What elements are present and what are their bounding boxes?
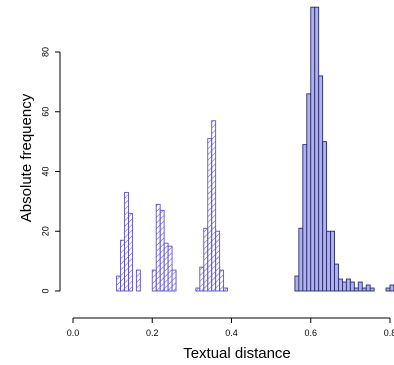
y-tick-label: 0 [40, 288, 50, 293]
x-tick-label: 0.4 [225, 328, 238, 338]
histogram-bar [155, 203, 161, 292]
histogram-bar [349, 281, 355, 292]
histogram-bar [116, 275, 122, 292]
histogram-bar [345, 278, 351, 292]
histogram-bar [199, 266, 205, 292]
histogram-bar [369, 287, 375, 292]
histogram-bar [318, 75, 324, 292]
histogram-bar [211, 120, 217, 292]
histogram-bar [163, 242, 169, 292]
histogram-bar [159, 209, 165, 292]
histogram-bar [298, 227, 304, 292]
y-tick-label: 60 [40, 107, 50, 117]
x-tick-label: 0.2 [146, 328, 159, 338]
histogram-bar [128, 212, 133, 292]
histogram-bar [306, 93, 312, 292]
histogram-bar [326, 230, 332, 292]
histogram-bar [342, 281, 347, 292]
y-tick-label: 80 [40, 47, 50, 57]
histogram-bar [167, 245, 173, 292]
histogram-bar [322, 141, 328, 292]
histogram-bar [334, 263, 339, 292]
y-axis-title: Absolute frequency [18, 93, 35, 222]
histogram-bar [120, 239, 125, 292]
histogram-bar [310, 6, 316, 292]
histogram-bar [207, 138, 213, 292]
histogram-bar [389, 284, 394, 292]
histogram-bar [365, 284, 371, 292]
histogram-bar [361, 287, 367, 292]
histogram-bar [171, 269, 177, 292]
histogram-bar [215, 230, 221, 292]
histogram-bar [294, 275, 300, 292]
x-axis-title: Textual distance [183, 345, 291, 362]
histogram-bar [195, 287, 201, 292]
x-tick-label: 0.6 [304, 328, 317, 338]
histogram-bar [135, 269, 141, 292]
histogram-bar [151, 269, 157, 292]
histogram-bar [219, 269, 225, 292]
histogram-bar [223, 287, 228, 292]
histogram-bar [302, 144, 308, 292]
histogram-bar [338, 278, 343, 292]
histogram-bar [353, 287, 359, 292]
histogram-bar [357, 281, 363, 292]
x-tick-label: 0.0 [67, 328, 80, 338]
x-tick-label: 0.8 [384, 328, 394, 338]
y-tick-label: 40 [40, 166, 50, 176]
histogram-bar [330, 230, 335, 292]
histogram-bar [314, 6, 320, 292]
histogram-bar [124, 191, 129, 292]
y-tick-label: 20 [40, 226, 50, 236]
histogram-bar [385, 287, 391, 292]
histogram-bar [203, 227, 209, 292]
